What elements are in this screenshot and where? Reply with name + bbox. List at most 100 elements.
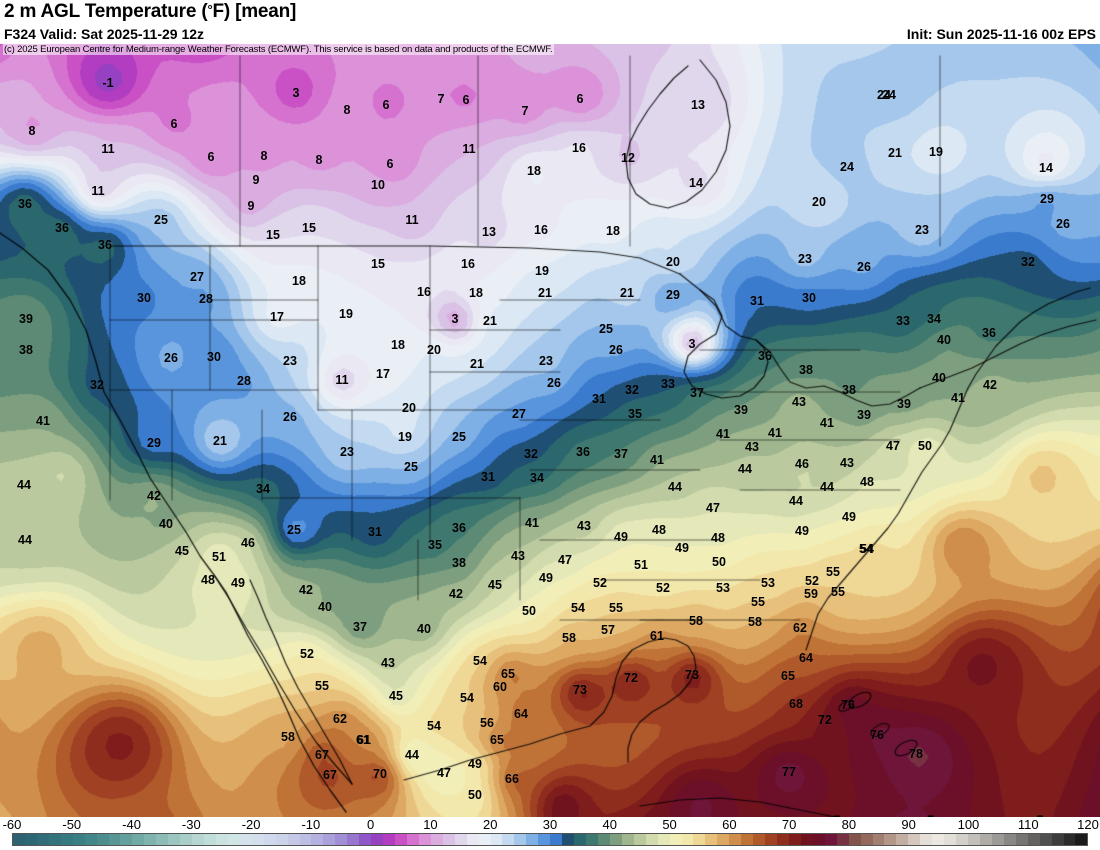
colorbar-tick: -50 xyxy=(62,817,82,832)
colorbar-swatch xyxy=(192,834,204,845)
colorbar-swatch xyxy=(956,834,968,845)
colorbar-swatch xyxy=(633,834,646,845)
colorbar-swatch xyxy=(979,834,992,845)
colorbar-swatch xyxy=(263,834,276,845)
colorbar-swatch xyxy=(586,834,598,845)
colorbar-swatch xyxy=(60,834,73,845)
colorbar-tick: 10 xyxy=(423,817,438,832)
colorbar-swatch xyxy=(693,834,706,845)
colorbar-panel: -60 -50 -40 -30 -20 -10 0 10 20 30 40 50 60 70 80 90 100… xyxy=(0,817,1100,850)
copyright-text: (c) 2025 European Centre for Medium-rang… xyxy=(3,44,554,55)
colorbar-swatch xyxy=(717,834,730,845)
colorbar-swatch xyxy=(24,834,37,845)
colorbar-swatch xyxy=(681,834,694,845)
colorbar-swatch xyxy=(562,834,575,845)
colorbar-swatch xyxy=(788,834,801,845)
colorbar-tick: 90 xyxy=(901,817,916,832)
colorbar-swatch xyxy=(550,834,563,845)
colorbar-swatch xyxy=(36,834,49,845)
header-bar: 2 m AGL Temperature (°F) [mean] F324 Val… xyxy=(0,0,1100,44)
colorbar-swatch xyxy=(1075,834,1088,845)
colorbar-swatch xyxy=(502,834,515,845)
colorbar-swatch xyxy=(514,834,527,845)
colorbar-tick-labels: -60 -50 -40 -30 -20 -10 0 10 20 30 40 50 60 70 80 90 100… xyxy=(0,817,1100,833)
colorbar-swatch xyxy=(836,834,849,845)
colorbar-tick: 30 xyxy=(542,817,558,832)
colorbar-swatch xyxy=(753,834,766,845)
colorbar-swatch xyxy=(621,834,634,845)
colorbar-swatch xyxy=(144,834,157,845)
colorbar-swatch xyxy=(132,834,145,845)
colorbar-swatch xyxy=(765,834,777,845)
colorbar-swatch xyxy=(478,834,491,845)
colorbar-tick: 70 xyxy=(781,817,797,832)
colorbar-swatch xyxy=(442,834,455,845)
colorbar-swatch xyxy=(729,834,742,845)
map-panel[interactable]: -1 3 6 8 8 6 7 6 7 6 13 24 11 6 8 8 6 11 16 12 24 21 19 14 9 10 18… xyxy=(0,44,1100,817)
colorbar-gradient[interactable] xyxy=(12,833,1088,846)
colorbar-swatch xyxy=(323,834,336,845)
colorbar-swatch xyxy=(848,834,861,845)
colorbar-swatch xyxy=(251,834,264,845)
colorbar-tick: 40 xyxy=(602,817,617,832)
colorbar-swatch xyxy=(777,834,789,845)
colorbar-swatch xyxy=(347,834,360,845)
colorbar-swatch xyxy=(180,834,193,845)
colorbar-swatch xyxy=(705,834,718,845)
colorbar-swatch xyxy=(669,834,682,845)
colorbar-swatch xyxy=(275,834,288,845)
page-title: 2 m AGL Temperature (°F) [mean] xyxy=(4,1,296,23)
pivotal-weather-logo: piv tal weather xyxy=(807,808,1098,818)
colorbar-swatch xyxy=(812,834,825,845)
colorbar-tick: 120 xyxy=(1077,817,1099,832)
colorbar-swatch xyxy=(13,834,25,845)
colorbar-swatch xyxy=(287,834,300,845)
colorbar-swatch xyxy=(944,834,957,845)
colorbar-swatch xyxy=(383,834,395,845)
colorbar-swatch xyxy=(466,834,479,845)
colorbar-swatch xyxy=(72,834,85,845)
colorbar-swatch xyxy=(645,834,658,845)
colorbar-swatch xyxy=(335,834,348,845)
colorbar-tick: 60 xyxy=(722,817,737,832)
colorbar-swatch xyxy=(1063,834,1076,845)
colorbar-tick: 100 xyxy=(957,817,980,832)
colorbar-swatch xyxy=(168,834,181,845)
colorbar-tick: 110 xyxy=(1017,817,1039,832)
colorbar-swatch xyxy=(896,834,909,845)
colorbar-tick: 80 xyxy=(841,817,857,832)
title-text: 2 m AGL Temperature ( xyxy=(4,1,208,22)
colorbar-swatch xyxy=(932,834,945,845)
colorbar-tick: -10 xyxy=(301,817,321,832)
colorbar-tick: -40 xyxy=(122,817,141,832)
colorbar-swatch xyxy=(418,834,431,845)
init-time-label: Init: Sun 2025-11-16 00z EPS xyxy=(906,26,1096,42)
colorbar-swatch xyxy=(538,834,551,845)
valid-time-label: F324 Valid: Sat 2025-11-29 12z xyxy=(4,26,205,42)
colorbar-swatch xyxy=(920,834,933,845)
colorbar-swatch xyxy=(156,834,169,845)
colorbar-swatch xyxy=(1003,834,1016,845)
colorbar-swatch xyxy=(526,834,539,845)
colorbar-swatch xyxy=(574,834,586,845)
colorbar-swatch xyxy=(1051,834,1064,845)
colorbar-swatch xyxy=(299,834,312,845)
colorbar-swatch xyxy=(96,834,109,845)
colorbar-swatch xyxy=(968,834,980,845)
colorbar-swatch xyxy=(430,834,443,845)
colorbar-swatch xyxy=(1039,834,1052,845)
colorbar-tick: 20 xyxy=(482,817,498,832)
colorbar-swatch xyxy=(395,834,407,845)
title-unit: F) [mean] xyxy=(212,1,297,22)
colorbar-swatch xyxy=(227,834,240,845)
colorbar-swatch xyxy=(1027,834,1040,845)
colorbar-swatch xyxy=(741,834,754,845)
colorbar-swatch xyxy=(84,834,97,845)
colorbar-swatch xyxy=(371,834,384,845)
colorbar-swatch xyxy=(884,834,897,845)
logo-text-pre: piv xyxy=(807,808,865,818)
colorbar-swatch xyxy=(800,834,813,845)
temperature-heatmap-canvas xyxy=(0,44,1100,817)
colorbar-tick: 50 xyxy=(662,817,677,832)
colorbar-swatch xyxy=(609,834,622,845)
